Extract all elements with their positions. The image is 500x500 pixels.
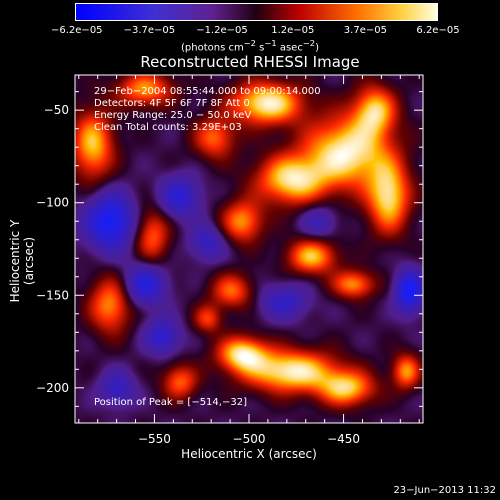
colorbar-tick-label: −6.2e−05 bbox=[51, 25, 103, 36]
colorbar-unit: (photons cm−2 s−1 asec−2) bbox=[180, 38, 320, 54]
colorbar-tick-label: 1.2e−05 bbox=[271, 25, 315, 36]
y-tick-label: −150 bbox=[36, 288, 69, 302]
colorbar bbox=[75, 3, 438, 21]
heatmap-image bbox=[75, 75, 423, 423]
info-time-range: 29−Feb−2004 08:55:44.000 to 09:00:14.000 bbox=[94, 86, 321, 97]
info-clean-counts: Clean Total counts: 3.29E+03 bbox=[94, 122, 242, 133]
colorbar-tick-label: 6.2e−05 bbox=[416, 25, 460, 36]
colorbar-tick-label: −3.7e−05 bbox=[123, 25, 176, 36]
y-tick-label: −50 bbox=[44, 103, 69, 117]
y-tick-label: −200 bbox=[36, 381, 69, 395]
x-tick-label: −500 bbox=[233, 432, 266, 446]
info-energy-range: Energy Range: 25.0 − 50.0 keV bbox=[94, 110, 252, 121]
colorbar-tick-label: 3.7e−05 bbox=[343, 25, 387, 36]
colorbar-ticks: −6.2e−05 −3.7e−05 −1.2e−05 1.2e−05 3.7e−05 6.… bbox=[0, 0, 500, 60]
x-tick-label: −550 bbox=[138, 432, 171, 446]
footer-timestamp: 23−Jun−2013 11:32 bbox=[393, 485, 496, 496]
chart-title: Reconstructed RHESSI Image bbox=[140, 53, 360, 71]
peak-position: Position of Peak = [−514,−32] bbox=[94, 397, 247, 408]
colorbar-tick-label: −1.2e−05 bbox=[196, 25, 248, 36]
y-tick-label: −100 bbox=[36, 196, 69, 210]
x-axis-label: Heliocentric X (arcsec) bbox=[181, 447, 317, 461]
y-axis-label: Heliocentric Y (arcsec) bbox=[8, 219, 36, 303]
info-detectors: Detectors: 4F 5F 6F 7F 8F Att 0 bbox=[94, 98, 250, 109]
x-tick-label: −450 bbox=[327, 432, 360, 446]
